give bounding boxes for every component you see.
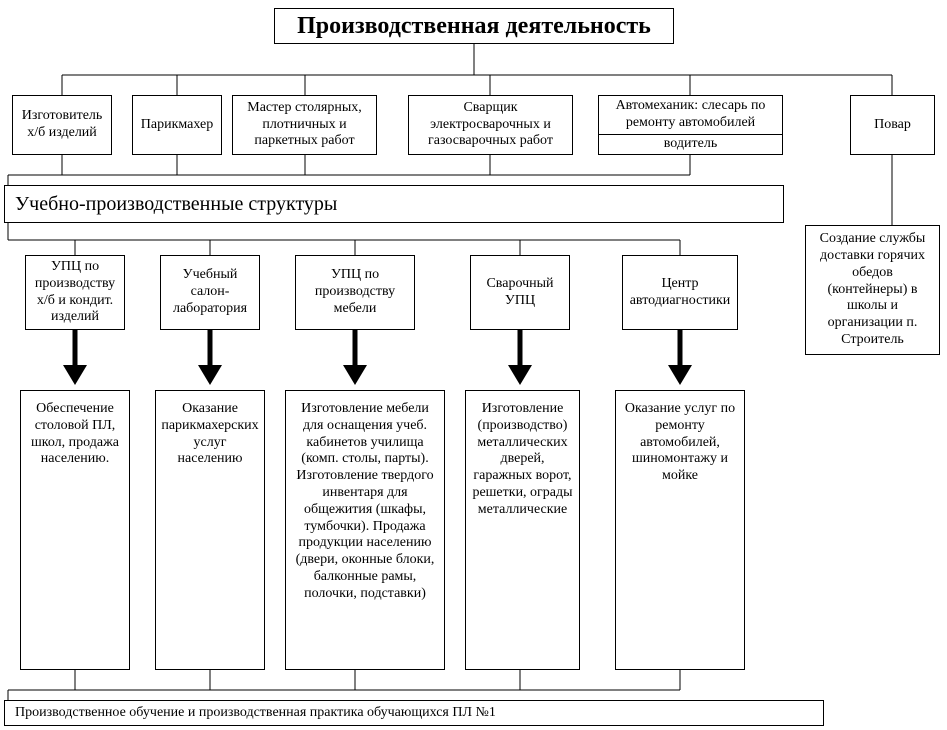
- povar-output-text: Создание службы доставки горячих обедов …: [812, 231, 933, 349]
- center-3: УПЦ по производству мебели: [295, 255, 415, 330]
- center-1: УПЦ по производству х/б и кондит. издели…: [25, 255, 125, 330]
- output-1-text: Обеспечение столовой ПЛ, школ, продажа н…: [27, 401, 123, 468]
- output-5: Оказание услуг по ремонту автомобилей, ш…: [615, 390, 745, 670]
- footer-box: Производственное обучение и производстве…: [4, 700, 824, 726]
- profession-6: Повар: [850, 95, 935, 155]
- output-2-text: Оказание парикмахерских услуг населению: [161, 401, 258, 468]
- diagram-stage: Производственная деятельность Изготовите…: [0, 0, 947, 730]
- profession-1-text: Изготовитель х/б изделий: [19, 108, 105, 142]
- profession-6-text: Повар: [874, 117, 911, 134]
- output-3-text: Изготовление мебели для оснащения учеб. …: [292, 401, 438, 603]
- center-2: Учебный салон-лаборатория: [160, 255, 260, 330]
- profession-5b-text: водитель: [664, 136, 717, 153]
- title-box: Производственная деятельность: [274, 8, 674, 44]
- center-5-text: Центр автодиагностики: [629, 276, 731, 310]
- output-4: Изготовление (производство) металлически…: [465, 390, 580, 670]
- center-4: Сварочный УПЦ: [470, 255, 570, 330]
- profession-3-text: Мастер столярных, плотничных и паркетных…: [239, 100, 370, 150]
- output-1: Обеспечение столовой ПЛ, школ, продажа н…: [20, 390, 130, 670]
- profession-4-text: Сварщик электросварочных и газосварочных…: [415, 100, 566, 150]
- povar-output: Создание службы доставки горячих обедов …: [805, 225, 940, 355]
- center-5: Центр автодиагностики: [622, 255, 738, 330]
- output-3: Изготовление мебели для оснащения учеб. …: [285, 390, 445, 670]
- struct-header: Учебно-производственные структуры: [4, 185, 784, 223]
- profession-5: Автомеханик: слесарь по ремонту автомоби…: [598, 95, 783, 155]
- profession-4: Сварщик электросварочных и газосварочных…: [408, 95, 573, 155]
- output-5-text: Оказание услуг по ремонту автомобилей, ш…: [622, 401, 738, 485]
- center-1-text: УПЦ по производству х/б и кондит. издели…: [32, 259, 118, 326]
- profession-2-text: Парикмахер: [141, 117, 213, 134]
- output-4-text: Изготовление (производство) металлически…: [472, 401, 573, 519]
- profession-2: Парикмахер: [132, 95, 222, 155]
- profession-1: Изготовитель х/б изделий: [12, 95, 112, 155]
- center-3-text: УПЦ по производству мебели: [302, 267, 408, 317]
- center-2-text: Учебный салон-лаборатория: [167, 267, 253, 317]
- struct-header-text: Учебно-производственные структуры: [15, 192, 337, 216]
- output-2: Оказание парикмахерских услуг населению: [155, 390, 265, 670]
- profession-3: Мастер столярных, плотничных и паркетных…: [232, 95, 377, 155]
- footer-text: Производственное обучение и производстве…: [15, 705, 496, 722]
- title-text: Производственная деятельность: [297, 12, 651, 41]
- profession-5a-text: Автомеханик: слесарь по ремонту автомоби…: [603, 98, 778, 132]
- center-4-text: Сварочный УПЦ: [477, 276, 563, 310]
